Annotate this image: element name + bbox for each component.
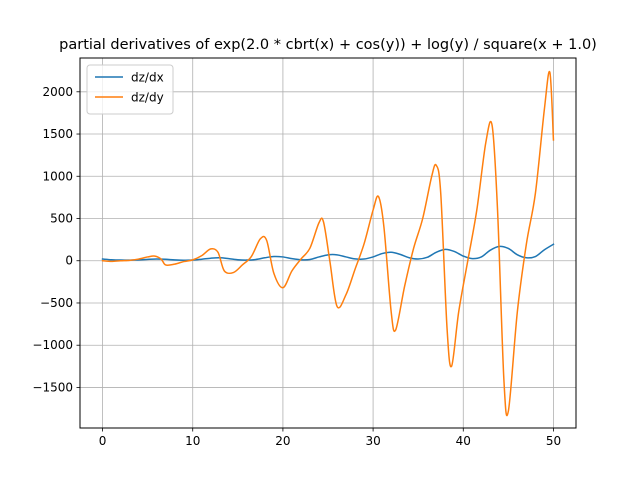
legend-label: dz/dx	[131, 71, 164, 85]
x-tick-label: 30	[365, 434, 380, 448]
x-tick-label: 20	[275, 434, 290, 448]
series-layer	[101, 70, 555, 417]
y-tick-label: −1500	[32, 380, 73, 394]
y-tick-label: −1000	[32, 338, 73, 352]
y-tick-label: 500	[50, 212, 73, 226]
x-axis: 0 10 20 30 40 50	[99, 428, 561, 448]
series-line-dz-dy	[101, 70, 555, 417]
x-tick-label: 0	[99, 434, 107, 448]
chart-title: partial derivatives of exp(2.0 * cbrt(x)…	[59, 37, 597, 53]
y-tick-label: 0	[65, 254, 73, 268]
legend: dz/dx dz/dy	[86, 64, 174, 115]
y-tick-label: 1000	[42, 169, 73, 183]
x-tick-label: 40	[456, 434, 471, 448]
series-line-dz-dx	[101, 243, 555, 261]
x-tick-label: 50	[546, 434, 561, 448]
grid	[80, 58, 576, 428]
y-tick-label: 1500	[42, 127, 73, 141]
y-tick-label: 2000	[42, 85, 73, 99]
x-tick-label: 10	[185, 434, 200, 448]
legend-label: dz/dy	[131, 91, 164, 105]
y-tick-label: −500	[40, 296, 73, 310]
plot-frame	[79, 57, 577, 429]
y-axis: −1500 −1000 −500 0 500 1000 1500 2000	[32, 85, 80, 394]
